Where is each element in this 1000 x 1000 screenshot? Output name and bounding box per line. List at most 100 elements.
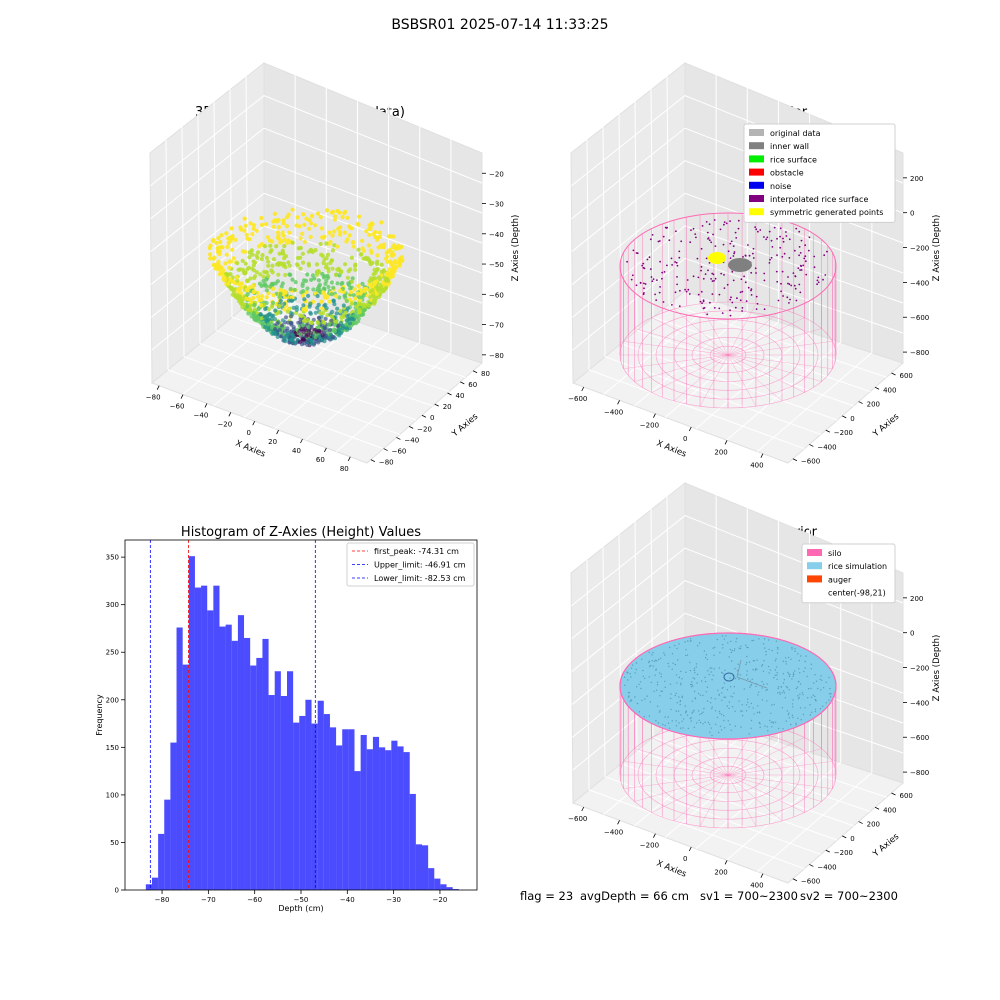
data-point [317,315,322,320]
y-tick-label: 300 [106,601,119,609]
rice-mesh-point [798,668,800,670]
grid-line [150,160,483,252]
rice-mesh-point [699,713,701,716]
data-point [256,294,261,299]
rice-mesh-point [729,723,731,726]
rice-mesh-point [758,691,760,693]
data-point [345,275,350,280]
rice-mesh-point [802,713,805,716]
y-tick-label: 200 [867,401,880,409]
interpolated-point [804,260,807,263]
rice-mesh-point [752,639,755,642]
interpolated-point [729,242,732,245]
rice-mesh-point [747,698,749,700]
x-tick [760,453,764,458]
data-point [216,235,221,241]
z-tick-label: 0 [910,630,914,638]
data-point [315,320,320,325]
rice-mesh-point [723,727,726,729]
data-point [247,237,252,242]
data-point [225,272,230,277]
data-point [312,223,318,228]
interpolated-point [747,244,749,246]
rice-mesh-point [638,711,641,713]
interpolated-point [671,304,673,306]
rice-mesh-point [782,682,785,684]
data-point [399,255,404,260]
histogram-bar [274,671,281,890]
data-point [257,298,262,303]
interpolated-point [649,268,652,270]
data-point [340,326,345,331]
data-point [313,335,318,340]
rice-mesh-point [730,729,732,731]
interpolated-point [793,249,796,252]
data-point [242,216,247,221]
rice-mesh-point [755,668,757,670]
silo-floor-spoke [634,774,729,802]
interpolated-point [788,283,791,286]
rice-mesh-point [748,661,751,663]
interpolated-point [787,282,789,285]
rice-mesh-point [777,687,779,690]
histogram-bar [409,793,416,890]
data-point [313,248,318,253]
y-tick [874,386,880,390]
data-point [372,298,377,303]
data-point [306,226,312,231]
rice-mesh-point [698,642,701,644]
data-point [301,260,306,265]
data-point [267,238,272,243]
data-point [294,307,299,312]
data-point [277,251,282,256]
data-point [340,280,345,286]
interpolated-point [678,305,681,308]
rice-mesh-point [654,674,656,676]
data-point [366,303,371,308]
data-point [277,236,282,241]
data-point [335,281,340,286]
data-point [310,341,315,346]
footer-avg-depth: avgDepth = 66 cm [580,889,689,903]
rice-mesh-point [699,694,702,696]
rice-mesh-point [746,661,748,664]
y-tick [396,437,401,440]
data-point [277,295,282,300]
data-point [288,286,293,292]
rice-mesh-point [785,657,787,659]
grid-line [335,352,452,452]
rice-mesh-point [791,648,793,650]
data-point [271,293,276,298]
rice-mesh-point [630,699,632,701]
y-tick-label: −400 [817,863,836,871]
rice-mesh-point [726,689,729,691]
rice-mesh-point [634,696,636,698]
rice-mesh-point [797,681,800,683]
data-point [301,337,306,342]
rice-mesh-point [762,683,765,685]
rice-mesh-point [810,696,813,698]
legend-swatch [749,142,764,150]
data-point [322,274,327,279]
x-tick [252,421,256,426]
data-point [325,266,331,271]
x-axis-label: X Axies [234,439,267,460]
data-point [244,296,249,301]
x-tick-label: −400 [604,408,623,416]
data-point [266,273,271,278]
data-point [279,323,284,329]
rice-mesh-point [715,723,717,725]
rice-mesh-point [768,639,770,641]
interpolated-point [755,308,758,310]
rice-mesh-point [717,689,719,692]
sim-legend-frame [801,543,896,604]
rice-mesh-point [799,672,801,674]
y-tick-label: 20 [443,403,452,411]
rice-mesh-point [762,643,765,645]
grid-line [245,74,249,305]
silo-floor-spoke [623,354,729,369]
data-point [315,211,321,216]
x-tick-label: 200 [714,868,727,876]
y-tick [421,414,427,418]
